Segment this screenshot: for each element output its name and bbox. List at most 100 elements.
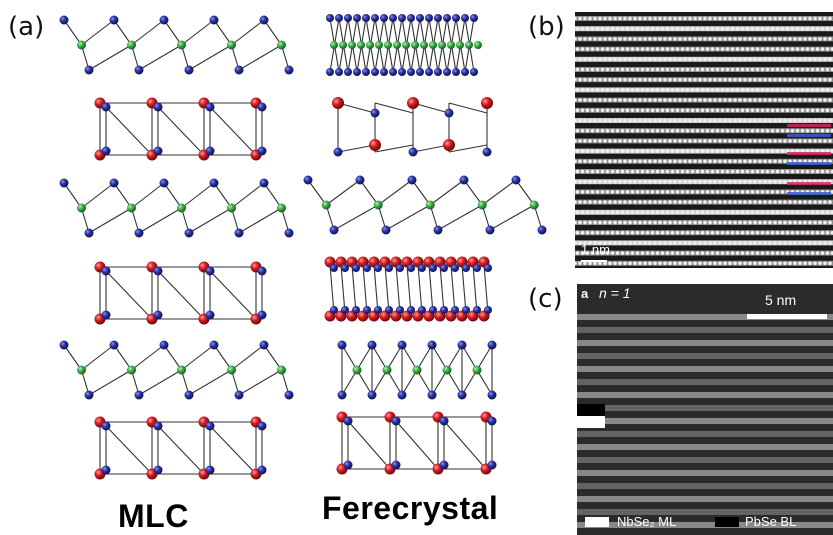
lattice-dot (830, 108, 833, 113)
lattice-dot (783, 179, 787, 184)
lattice-dot (613, 179, 617, 184)
lattice-dot (650, 169, 655, 174)
lattice-dot (823, 200, 827, 204)
nb-atom (472, 365, 482, 375)
lattice-dot (695, 251, 700, 255)
lattice-dot (668, 261, 672, 266)
lattice-dot (650, 210, 655, 215)
lattice-dot (720, 190, 725, 194)
lattice-dot (625, 47, 630, 51)
lattice-dot (783, 139, 787, 143)
lattice-dot (583, 179, 587, 184)
nb-atom (339, 41, 347, 49)
nb-atom (127, 203, 136, 213)
se-atom (451, 306, 459, 314)
se-atom (59, 15, 69, 25)
nb-atom (77, 40, 86, 50)
se-atom (485, 225, 495, 235)
lattice-dot (588, 179, 592, 184)
lattice-dot (613, 261, 617, 266)
scalebar-c-label: 5 nm (765, 292, 797, 308)
lattice-dot (665, 128, 670, 133)
se-atom (343, 416, 353, 426)
lattice-dot (575, 88, 580, 92)
lattice-dot (675, 128, 680, 133)
lattice-dot (738, 159, 742, 164)
lattice-dot (640, 26, 645, 31)
lattice-dot (648, 118, 652, 123)
lattice-dot (738, 77, 742, 82)
lattice-dot (823, 241, 827, 245)
lattice-dot (703, 159, 707, 164)
lattice-dot (735, 67, 740, 72)
bond (231, 344, 265, 371)
lattice-dot (643, 16, 647, 21)
lattice-dot (623, 139, 627, 143)
lattice-dot (625, 108, 630, 113)
lattice-dot (813, 220, 817, 225)
lattice-dot (753, 200, 757, 204)
lattice-dot (603, 241, 607, 245)
lattice-dot (715, 67, 720, 72)
lattice-dot (575, 98, 577, 102)
lattice-dot (800, 108, 805, 113)
lattice-dot (650, 88, 655, 92)
lattice-dot (830, 47, 833, 51)
se-atom (385, 306, 393, 314)
lattice-dot (603, 220, 607, 225)
nb-atom (420, 41, 428, 49)
se-atom (443, 68, 451, 76)
lattice-dot (748, 57, 752, 62)
lattice-dot (753, 98, 757, 102)
lattice-dot (823, 16, 827, 21)
nb-atom (393, 41, 401, 49)
lattice-dot (725, 169, 730, 174)
bond (481, 179, 517, 206)
lattice-dot (758, 57, 762, 62)
lattice-dot (710, 108, 715, 113)
lattice-dot (660, 47, 665, 51)
lattice-dot (830, 190, 833, 194)
lattice-dot (808, 57, 812, 62)
lattice-dot (763, 159, 767, 164)
se-atom (84, 65, 94, 75)
lattice-dot (663, 37, 667, 41)
lattice-dot (698, 98, 702, 102)
lattice-dot (608, 37, 612, 41)
lattice-dot (735, 230, 740, 235)
lattice-dot (788, 98, 792, 102)
lattice-dot (668, 98, 672, 102)
lattice-dot (655, 210, 660, 215)
lattice-dot (688, 98, 692, 102)
lattice-dot (808, 77, 812, 82)
lattice-dot (723, 37, 727, 41)
lattice-dot (830, 67, 833, 72)
lattice-dot (803, 220, 807, 225)
bond (131, 182, 165, 209)
se-atom (416, 14, 424, 22)
se-atom (344, 68, 352, 76)
lattice-dot (663, 98, 667, 102)
layer-band (577, 366, 833, 372)
se-atom (159, 340, 169, 350)
lattice-dot (738, 37, 742, 41)
se-atom (259, 340, 269, 350)
se-atom (257, 102, 267, 112)
lattice-dot (830, 251, 833, 255)
lattice-dot (698, 200, 702, 204)
se-atom (303, 175, 313, 185)
lattice-dot (828, 16, 832, 21)
lattice-dot (635, 88, 640, 92)
se-atom (367, 340, 377, 350)
lattice-dot (733, 118, 737, 123)
lattice-dot (768, 77, 772, 82)
layer-band (577, 340, 833, 346)
lattice-dot (620, 47, 625, 51)
lattice-dot (683, 241, 687, 245)
lattice-dot (820, 210, 825, 215)
overlay-model-row (787, 124, 831, 127)
bond (374, 102, 414, 114)
lattice-dot (708, 179, 712, 184)
lattice-dot (590, 169, 595, 174)
lattice-dot (685, 47, 690, 51)
